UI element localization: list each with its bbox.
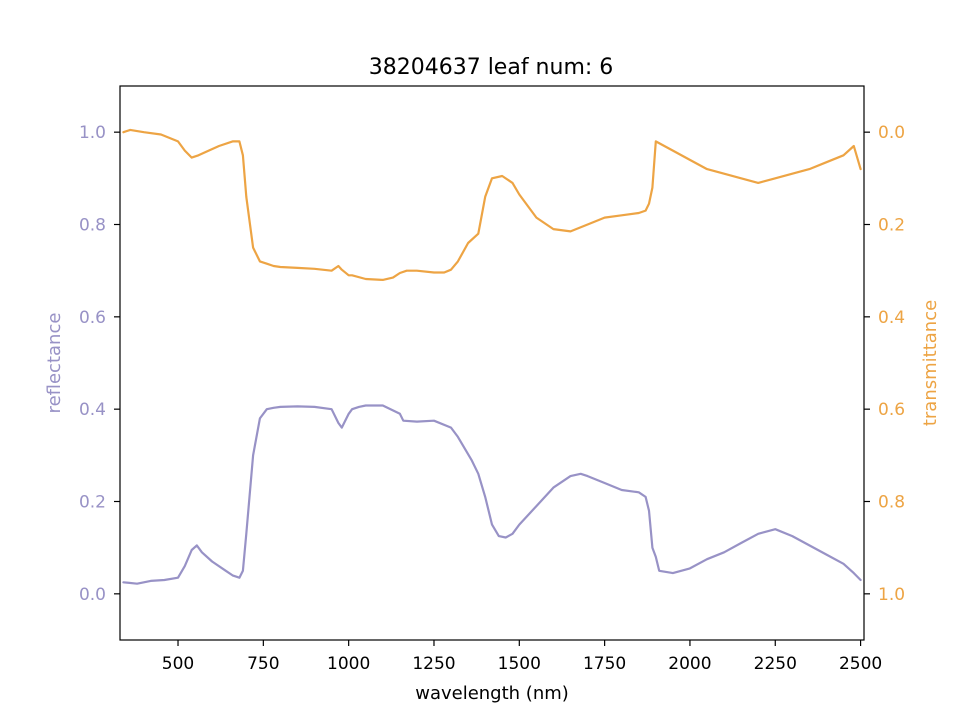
- x-axis-label: wavelength (nm): [415, 683, 569, 704]
- x-tick-label: 750: [247, 654, 279, 674]
- x-tick-label: 1750: [583, 654, 626, 674]
- y2-axis-label: transmittance: [920, 300, 941, 426]
- y-tick-label: 0.6: [79, 308, 106, 328]
- x-tick-label: 2500: [839, 654, 882, 674]
- x-tick-label: 1500: [498, 654, 541, 674]
- x-tick-label: 2250: [754, 654, 797, 674]
- y2-tick-label: 0.2: [878, 216, 905, 236]
- y-tick-label: 0.8: [79, 216, 106, 236]
- y2-tick-label: 1.0: [878, 585, 905, 605]
- plot-frame: [119, 85, 865, 641]
- y2-tick-label: 0.4: [878, 308, 905, 328]
- y-axis-label: reflectance: [44, 313, 65, 414]
- y2-tick-label: 0.6: [878, 400, 905, 420]
- series-line-reflectance: [122, 404, 862, 585]
- x-tick-label: 500: [162, 654, 194, 674]
- y-tick-label: 0.0: [79, 585, 106, 605]
- chart-title: 38204637 leaf num: 6: [369, 55, 614, 80]
- y-tick-label: 0.4: [79, 400, 106, 420]
- x-tick-label: 1250: [412, 654, 455, 674]
- y-tick-label: 1.0: [79, 123, 106, 143]
- y2-tick-label: 0.8: [878, 493, 905, 513]
- x-tick-label: 2000: [668, 654, 711, 674]
- x-tick-label: 1000: [327, 654, 370, 674]
- y2-tick-label: 0.0: [878, 123, 905, 143]
- y-tick-label: 0.2: [79, 493, 106, 513]
- series-line-transmittance: [122, 128, 862, 281]
